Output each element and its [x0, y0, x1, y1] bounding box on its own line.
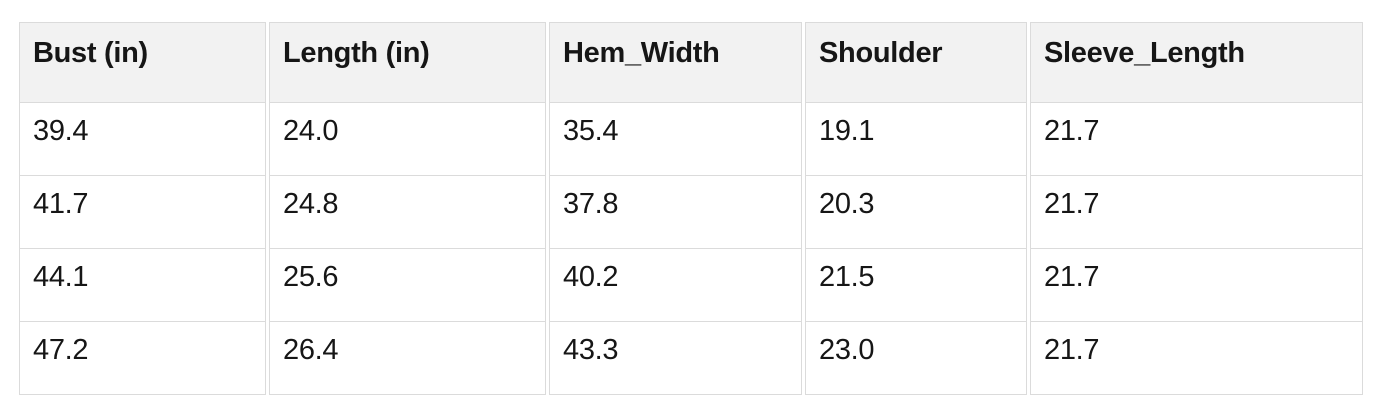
cell-shoulder: 21.5	[805, 249, 1027, 322]
table-row: 47.2 26.4 43.3 23.0 21.7	[19, 322, 1363, 395]
cell-length: 24.0	[269, 103, 546, 176]
cell-bust: 39.4	[19, 103, 266, 176]
cell-sleeve-length: 21.7	[1030, 249, 1363, 322]
cell-length: 26.4	[269, 322, 546, 395]
column-header-length: Length (in)	[269, 22, 546, 103]
cell-sleeve-length: 21.7	[1030, 322, 1363, 395]
cell-bust: 44.1	[19, 249, 266, 322]
cell-hem-width: 37.8	[549, 176, 802, 249]
cell-shoulder: 19.1	[805, 103, 1027, 176]
cell-length: 25.6	[269, 249, 546, 322]
cell-sleeve-length: 21.7	[1030, 103, 1363, 176]
cell-shoulder: 20.3	[805, 176, 1027, 249]
size-chart-table: Bust (in) Length (in) Hem_Width Shoulder…	[16, 22, 1366, 395]
cell-sleeve-length: 21.7	[1030, 176, 1363, 249]
column-header-hem-width: Hem_Width	[549, 22, 802, 103]
cell-hem-width: 40.2	[549, 249, 802, 322]
cell-hem-width: 35.4	[549, 103, 802, 176]
header-row: Bust (in) Length (in) Hem_Width Shoulder…	[19, 22, 1363, 103]
cell-length: 24.8	[269, 176, 546, 249]
column-header-sleeve-length: Sleeve_Length	[1030, 22, 1363, 103]
table-row: 39.4 24.0 35.4 19.1 21.7	[19, 103, 1363, 176]
table-row: 44.1 25.6 40.2 21.5 21.7	[19, 249, 1363, 322]
size-chart-container: Bust (in) Length (in) Hem_Width Shoulder…	[16, 22, 1366, 395]
table-row: 41.7 24.8 37.8 20.3 21.7	[19, 176, 1363, 249]
cell-hem-width: 43.3	[549, 322, 802, 395]
cell-shoulder: 23.0	[805, 322, 1027, 395]
column-header-bust: Bust (in)	[19, 22, 266, 103]
cell-bust: 47.2	[19, 322, 266, 395]
cell-bust: 41.7	[19, 176, 266, 249]
column-header-shoulder: Shoulder	[805, 22, 1027, 103]
